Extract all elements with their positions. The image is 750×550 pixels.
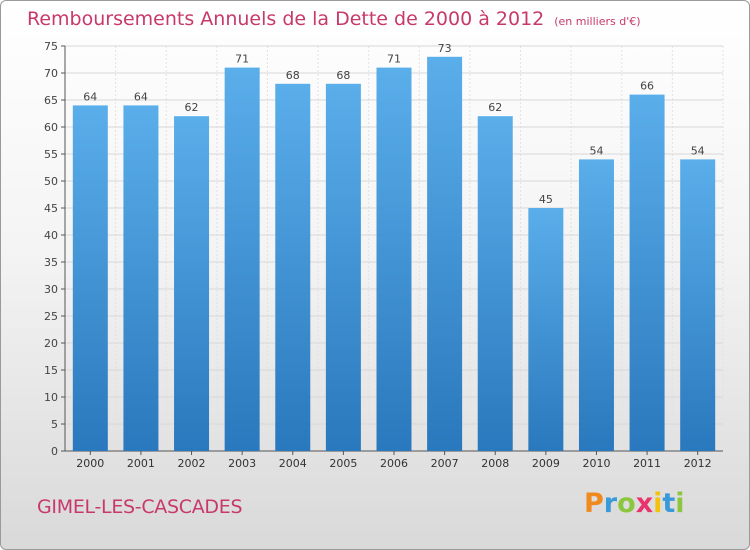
bar-value-label: 73 <box>438 42 452 55</box>
bar-value-label: 71 <box>235 53 249 66</box>
bar <box>376 67 412 451</box>
bar-value-label: 64 <box>134 90 148 103</box>
x-tick-label: 2002 <box>178 457 206 470</box>
bar <box>72 105 108 452</box>
bar-value-label: 62 <box>185 101 199 114</box>
chart-title: Remboursements Annuels de la Dette de 20… <box>27 8 641 30</box>
x-tick-label: 2007 <box>431 457 459 470</box>
x-tick-label: 2011 <box>633 457 661 470</box>
y-tick-label: 55 <box>44 148 58 161</box>
bar-value-label: 62 <box>488 101 502 114</box>
logo-letter: t <box>662 488 676 519</box>
y-tick-label: 20 <box>44 337 58 350</box>
bar-value-label: 64 <box>83 90 97 103</box>
chart-title-main: Remboursements Annuels de la Dette de 20… <box>27 8 545 30</box>
x-tick-label: 2009 <box>532 457 560 470</box>
y-tick-label: 75 <box>44 40 58 53</box>
x-tick-label: 2008 <box>481 457 509 470</box>
x-tick-label: 2004 <box>279 457 307 470</box>
bar <box>680 159 716 451</box>
x-tick-label: 2006 <box>380 457 408 470</box>
x-tick-label: 2001 <box>127 457 155 470</box>
bar-value-label: 45 <box>539 193 553 206</box>
bar <box>275 83 311 452</box>
logo-letter: i <box>653 488 663 519</box>
bar <box>427 56 463 452</box>
bar <box>477 116 513 451</box>
bar <box>325 83 361 452</box>
bar-value-label: 66 <box>640 80 654 93</box>
logo-letter: o <box>617 488 636 519</box>
bar <box>629 94 665 451</box>
y-tick-label: 40 <box>44 229 58 242</box>
commune-name: GIMEL-LES-CASCADES <box>37 496 243 518</box>
y-tick-label: 60 <box>44 121 58 134</box>
bar <box>174 116 210 451</box>
x-tick-label: 2012 <box>684 457 712 470</box>
y-tick-label: 30 <box>44 283 58 296</box>
bar-value-label: 68 <box>336 69 350 82</box>
y-tick-label: 65 <box>44 94 58 107</box>
logo-letter: i <box>675 488 685 519</box>
y-tick-label: 5 <box>51 418 58 431</box>
bar-value-label: 54 <box>589 144 603 157</box>
logo-letter: P <box>584 488 604 519</box>
y-tick-label: 10 <box>44 391 58 404</box>
bar <box>123 105 159 452</box>
bar <box>528 208 564 451</box>
x-tick-label: 2010 <box>582 457 610 470</box>
bar-value-label: 68 <box>286 69 300 82</box>
y-tick-label: 25 <box>44 310 58 323</box>
bar-value-label: 71 <box>387 53 401 66</box>
chart-title-unit: (en milliers d'€) <box>554 15 641 28</box>
y-tick-label: 35 <box>44 256 58 269</box>
x-tick-label: 2000 <box>76 457 104 470</box>
bar <box>578 159 614 451</box>
y-tick-label: 15 <box>44 364 58 377</box>
y-tick-label: 0 <box>51 445 58 458</box>
bar <box>224 67 260 451</box>
proxiti-logo[interactable]: Proxiti <box>584 488 685 519</box>
logo-letter: x <box>635 488 654 519</box>
x-tick-label: 2005 <box>329 457 357 470</box>
bar-value-label: 54 <box>691 144 705 157</box>
x-tick-label: 2003 <box>228 457 256 470</box>
y-tick-label: 50 <box>44 175 58 188</box>
logo-letter: r <box>603 488 618 519</box>
y-tick-label: 45 <box>44 202 58 215</box>
y-tick-label: 70 <box>44 67 58 80</box>
